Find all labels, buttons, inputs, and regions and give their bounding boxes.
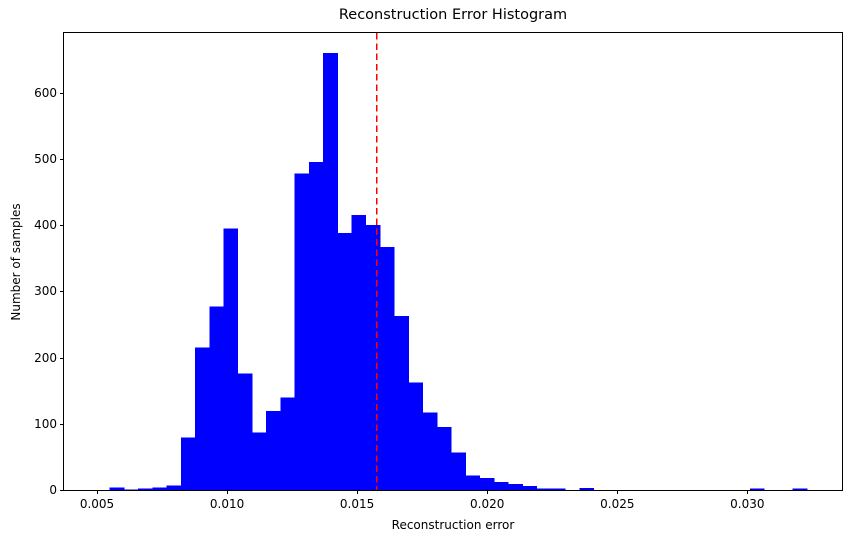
y-tick-mark [60,490,64,491]
x-tick-label: 0.020 [470,497,505,511]
histogram-bar [252,432,267,490]
y-tick-label: 300 [34,284,57,299]
histogram-bar [223,228,239,490]
histogram-bar [550,488,566,490]
histogram-bar [465,475,481,490]
histogram-bar [436,427,452,490]
histogram-bar [337,233,353,490]
x-tick-mark [617,490,619,494]
y-tick-mark [60,291,64,293]
x-tick-label: 0.010 [209,497,245,511]
histogram-bar [579,488,594,490]
histogram-bar [123,489,139,490]
y-tick-mark [60,423,64,425]
y-tick-label: 100 [34,416,57,431]
histogram-bar [508,484,523,490]
histogram-bar [493,482,509,490]
histogram-bar [394,315,409,490]
x-tick-mark [227,490,229,494]
x-tick-label: 0.015 [339,497,375,511]
x-tick-mark [487,490,489,494]
histogram-bar [294,173,310,490]
plot-area [63,32,843,491]
histogram-bar [280,397,296,490]
x-tick-mark [747,490,749,494]
histogram-bar [351,215,367,490]
histogram-bar [138,488,153,490]
histogram-bar [180,437,196,490]
x-axis-label: Reconstruction error [391,518,515,532]
y-tick-mark [60,158,64,160]
y-tick-mark [60,92,64,94]
x-tick-label: 0.030 [730,497,765,511]
histogram-bar [166,485,182,490]
y-tick-label: 200 [34,350,57,365]
histogram-bar [365,225,381,490]
y-tick-label: 0 [49,483,57,497]
x-tick-mark [357,490,359,494]
chart-title: Reconstruction Error Histogram [338,7,568,23]
histogram-bar [422,412,438,490]
y-tick-mark [60,225,64,227]
histogram-bar [237,373,253,490]
y-axis-label: Number of samples [9,202,23,321]
histogram-plot [109,33,808,490]
histogram-bar [750,488,765,490]
histogram-bar [536,488,552,490]
histogram-bar [479,478,495,490]
y-tick-label: 400 [34,218,57,233]
histogram-bar [451,452,466,490]
histogram-bar [209,306,224,490]
x-tick-label: 0.025 [600,497,635,511]
histogram-bar [152,487,168,490]
histogram-bar [323,52,338,490]
histogram-bar [380,246,395,490]
histogram-bar [792,488,808,490]
histogram-bar [408,382,424,490]
y-tick-label: 600 [34,85,57,100]
histogram-bar [109,487,125,490]
y-tick-mark [60,357,64,359]
histogram-bar [195,347,210,490]
x-tick-label: 0.005 [79,497,115,511]
x-tick-mark [97,490,98,494]
y-tick-label: 500 [34,151,57,166]
histogram-bar [308,162,324,490]
histogram-bar [522,486,537,490]
histogram-bar [266,411,281,490]
